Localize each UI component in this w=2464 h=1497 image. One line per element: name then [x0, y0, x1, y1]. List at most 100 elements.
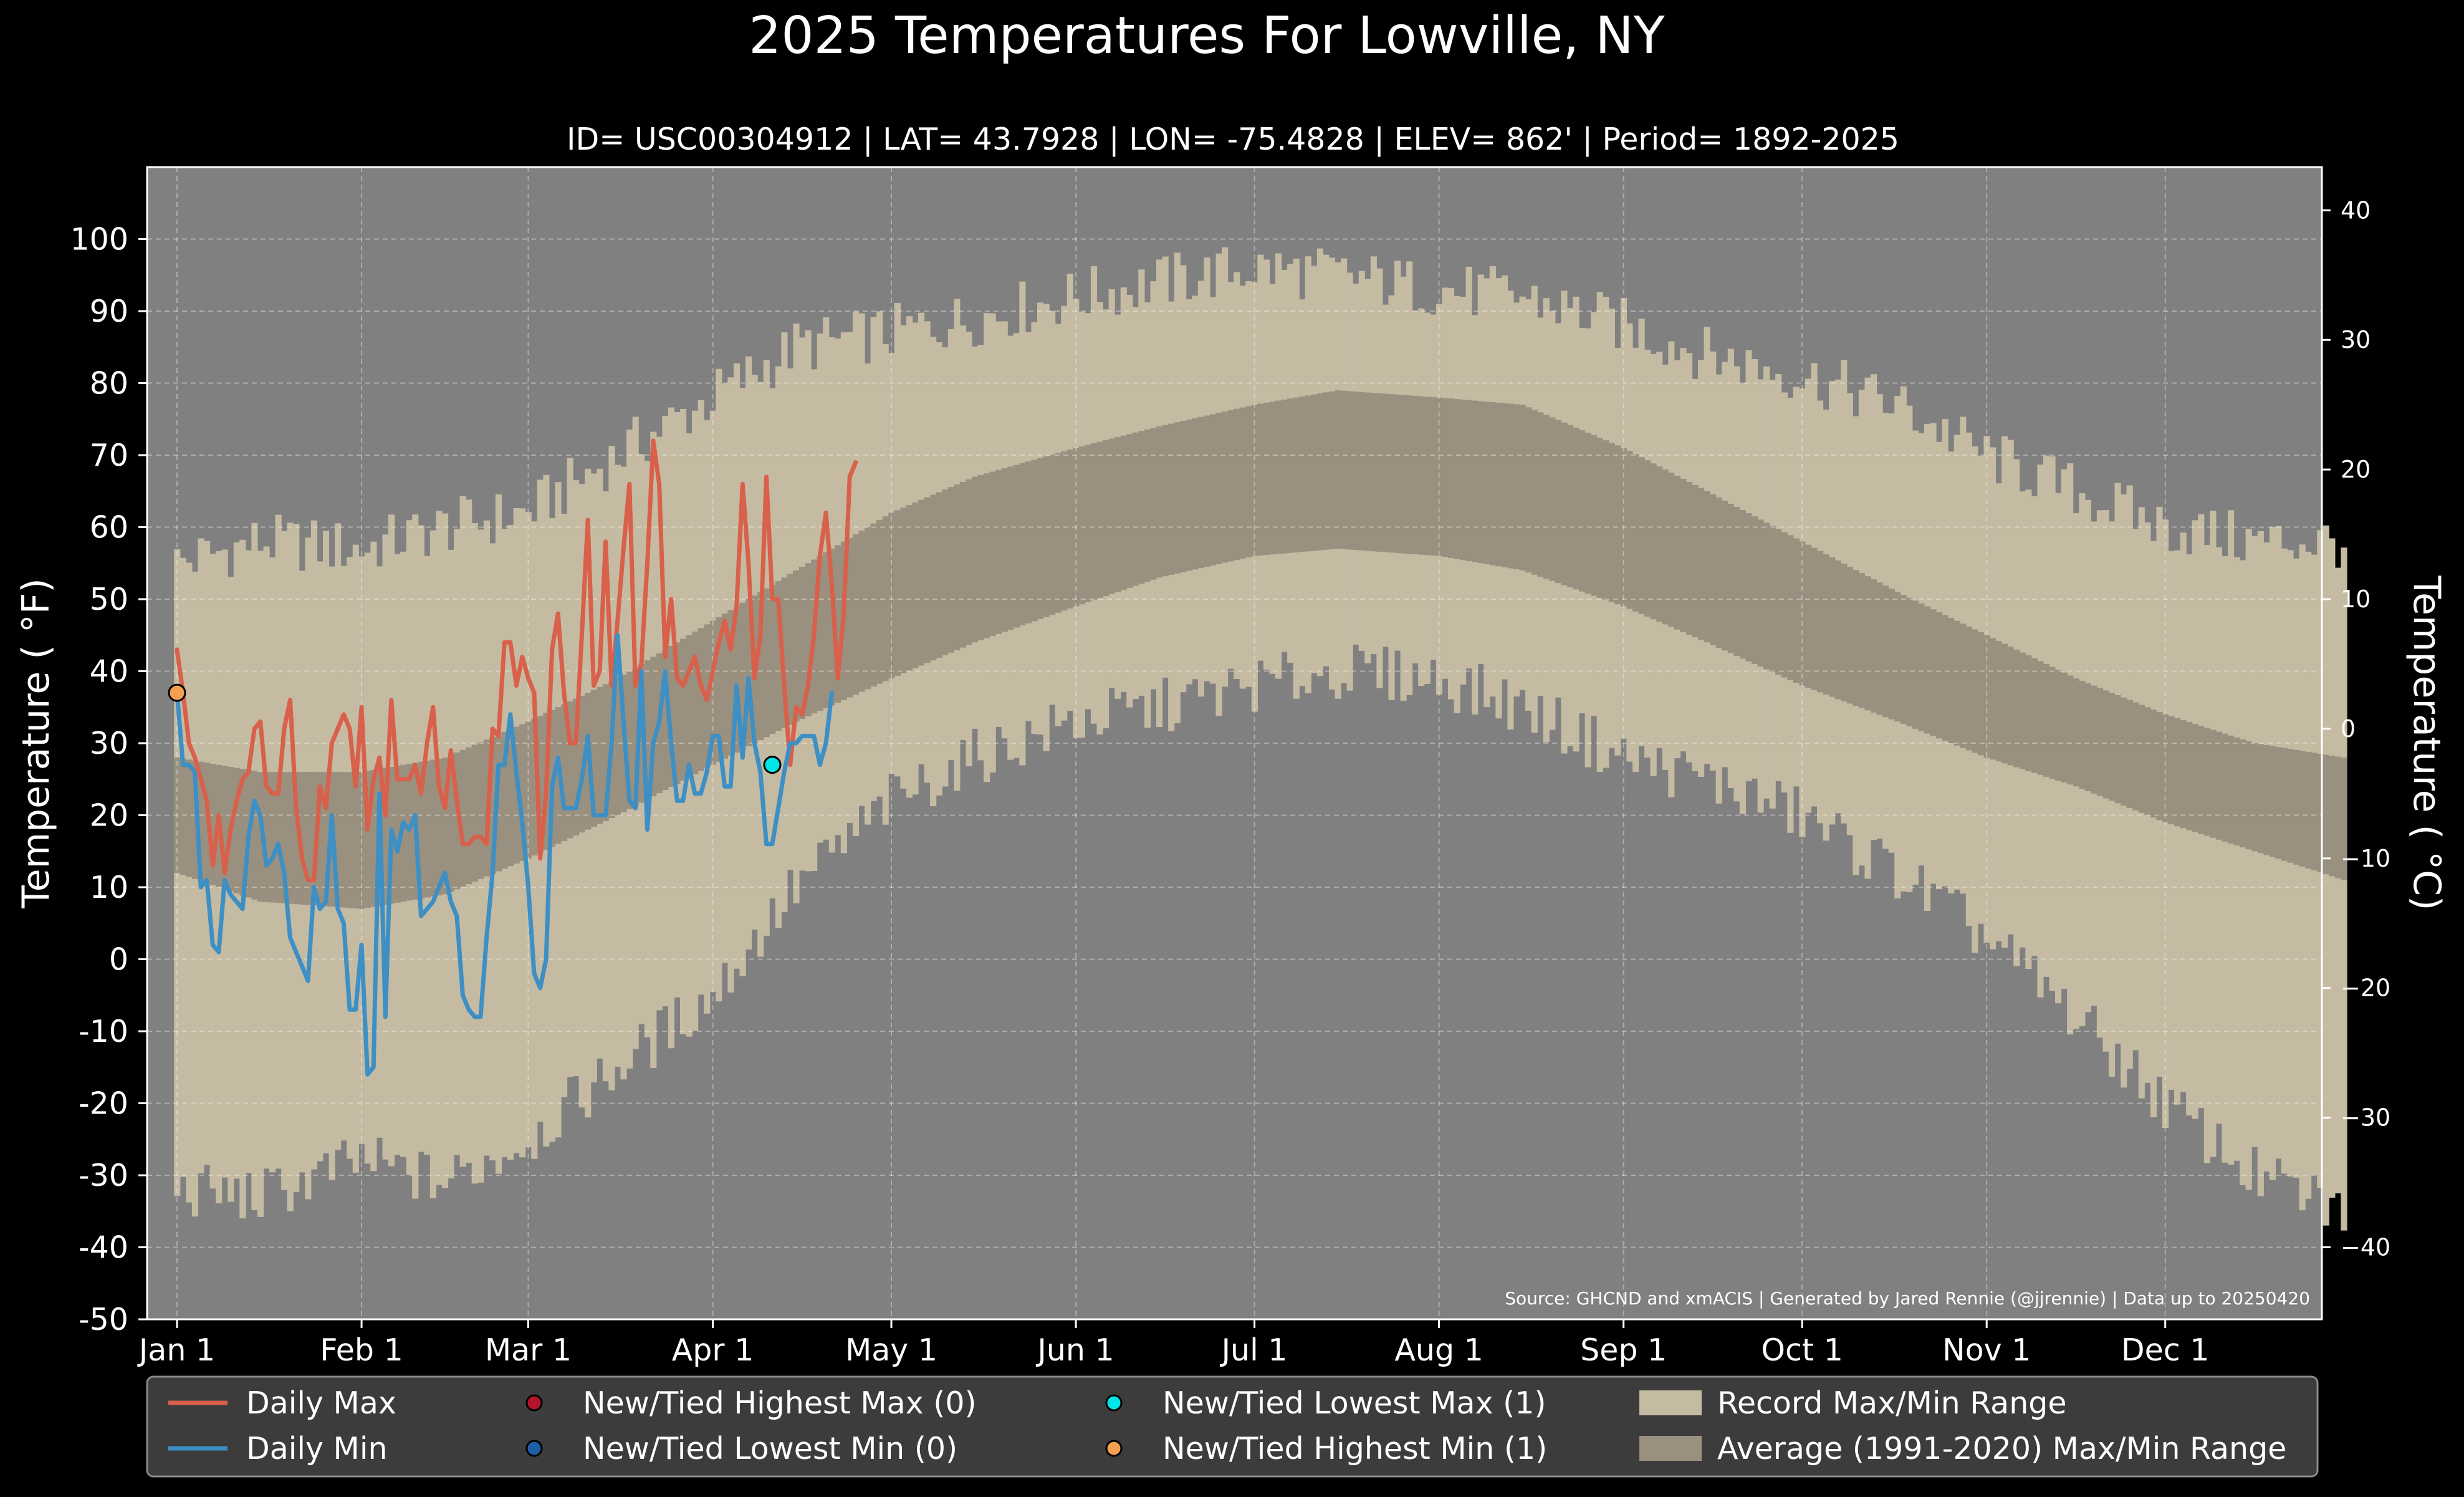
normal-range-bar	[1460, 399, 1467, 561]
normal-range-bar	[1710, 494, 1717, 645]
y2-tick-label: 30	[2341, 326, 2371, 354]
chart-title: 2025 Temperatures For Lowville, NY	[749, 6, 1665, 65]
normal-range-bar	[692, 631, 699, 774]
normal-range-bar	[2055, 670, 2062, 781]
legend-swatch-dot	[1105, 1394, 1123, 1412]
normal-range-bar	[1305, 395, 1311, 552]
normal-range-bar	[1650, 463, 1657, 620]
record-range-bar	[2222, 556, 2228, 1163]
normal-range-bar	[936, 492, 942, 658]
normal-range-bar	[2215, 731, 2223, 840]
normal-range-bar	[1454, 399, 1460, 559]
normal-range-bar	[1364, 392, 1371, 551]
normal-range-bar	[2084, 683, 2091, 791]
normal-range-bar	[382, 768, 389, 905]
normal-range-bar	[1126, 434, 1133, 588]
normal-range-bar	[1531, 410, 1538, 575]
normal-range-bar	[1007, 466, 1014, 630]
daily-min-line	[175, 633, 834, 1077]
normal-range-bar	[1341, 390, 1348, 549]
record-range-bar	[191, 571, 199, 1217]
record-range-bar	[2257, 531, 2264, 1196]
normal-range-bar	[2031, 658, 2038, 773]
normal-range-bar	[340, 772, 347, 908]
normal-range-bar	[1311, 394, 1318, 551]
normal-range-bar	[2329, 756, 2336, 877]
y2-tick-label: −30	[2341, 1104, 2390, 1132]
normal-range-bar	[1685, 481, 1693, 635]
normal-range-bar	[1299, 396, 1306, 552]
normal-range-bar	[1477, 401, 1484, 564]
normal-range-bar	[1841, 563, 1848, 701]
record-range-bar	[2334, 567, 2342, 1193]
normal-range-bar	[299, 772, 305, 905]
normal-range-bar	[942, 489, 949, 655]
y-axis-left: -50 -40 -30 -20 -10 0 10 20 30 40 50 60 70 80 90 100	[70, 222, 147, 1337]
normal-range-bar	[679, 638, 687, 781]
normal-range-bar	[233, 768, 240, 893]
record-range-bar	[2245, 529, 2252, 1190]
legend-swatch-dot	[525, 1440, 543, 1457]
legend-label: Daily Max	[246, 1385, 396, 1421]
normal-range-bar	[1222, 411, 1229, 563]
normal-range-bar	[870, 523, 877, 687]
normal-range-bar	[1353, 392, 1359, 551]
normal-range-bar	[2287, 749, 2294, 863]
normal-range-bar	[1257, 403, 1264, 556]
normal-range-bar	[2263, 745, 2270, 855]
record-range-bar	[2263, 542, 2270, 1172]
normal-range-bar	[763, 588, 770, 738]
record-range-bar	[2287, 550, 2294, 1177]
normal-range-bar	[364, 771, 371, 908]
normal-range-bar	[2317, 753, 2324, 873]
normal-range-bar	[2114, 695, 2121, 804]
normal-range-bar	[894, 510, 901, 676]
normal-range-bar	[281, 772, 288, 903]
normal-range-bar	[2281, 748, 2288, 861]
normal-range-bar	[1858, 573, 1866, 708]
record-range-bar	[2305, 551, 2312, 1199]
normal-range-bar	[2121, 697, 2127, 806]
normal-range-bar	[239, 769, 246, 896]
record-range-bar	[2203, 545, 2210, 1163]
normal-range-bar	[322, 772, 330, 907]
normal-range-bar	[1275, 400, 1282, 554]
normal-range-bar	[1942, 615, 1949, 741]
x-tick-label: May 1	[845, 1332, 937, 1368]
normal-range-bar	[912, 502, 919, 668]
normal-range-bar	[597, 686, 603, 824]
normal-range-bar	[2019, 652, 2026, 769]
normal-range-bar	[1150, 428, 1157, 580]
normal-range-bar	[954, 484, 961, 650]
normal-range-bar	[1472, 400, 1479, 562]
legend-box	[146, 1375, 2319, 1478]
normal-range-bar	[1930, 609, 1937, 736]
normal-range-bar	[1376, 393, 1383, 552]
normal-range-bar	[1900, 595, 1907, 724]
normal-range-bar	[858, 531, 865, 692]
record-range-bar	[2293, 558, 2300, 1178]
normal-range-bar	[2186, 722, 2193, 830]
normal-range-bar	[2341, 758, 2347, 880]
normal-range-bar	[1644, 460, 1651, 617]
normal-range-bar	[1823, 554, 1829, 695]
normal-range-bar	[977, 474, 984, 640]
normal-range-bar	[1674, 476, 1680, 630]
normal-range-bar	[519, 724, 526, 861]
normal-range-bar	[209, 764, 216, 885]
normal-range-bar	[1977, 632, 1985, 756]
normal-range-bar	[1001, 468, 1008, 632]
record-range-bar	[2240, 560, 2246, 1185]
normal-range-bar	[846, 537, 853, 698]
normal-range-bar	[1603, 440, 1609, 600]
normal-range-bar	[1846, 567, 1853, 704]
normal-range-bar	[602, 684, 609, 821]
normal-range-bar	[489, 737, 496, 874]
normal-range-bar	[1972, 629, 1978, 753]
normal-range-bar	[906, 505, 913, 671]
normal-range-bar	[984, 473, 990, 638]
normal-range-bar	[1180, 421, 1187, 572]
normal-range-bar	[2138, 705, 2145, 813]
y-tick-label: 50	[90, 582, 128, 617]
normal-range-bar	[1120, 435, 1127, 590]
